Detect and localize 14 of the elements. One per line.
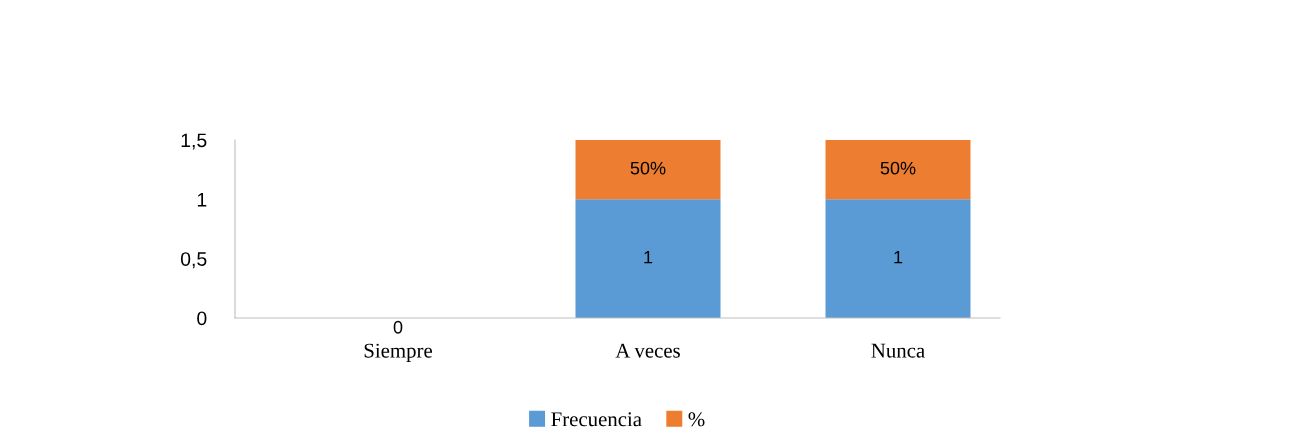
- x-tick-label: Siempre: [364, 343, 432, 362]
- legend-label: %: [688, 412, 705, 427]
- y-tick-label: 1: [197, 193, 207, 207]
- data-label: 50%: [880, 161, 916, 175]
- data-label: 1: [894, 250, 903, 264]
- y-tick-label: 1,5: [181, 133, 207, 150]
- legend-label: Frecuencia: [551, 412, 642, 427]
- data-label: 50%: [630, 161, 666, 175]
- data-label: 0: [393, 320, 403, 334]
- y-tick-label: 0,5: [180, 252, 207, 269]
- data-label: 1: [644, 250, 653, 264]
- x-tick-label: Nunca: [871, 343, 925, 358]
- y-tick-label: 0: [197, 311, 207, 326]
- x-tick-label: A veces: [615, 343, 680, 358]
